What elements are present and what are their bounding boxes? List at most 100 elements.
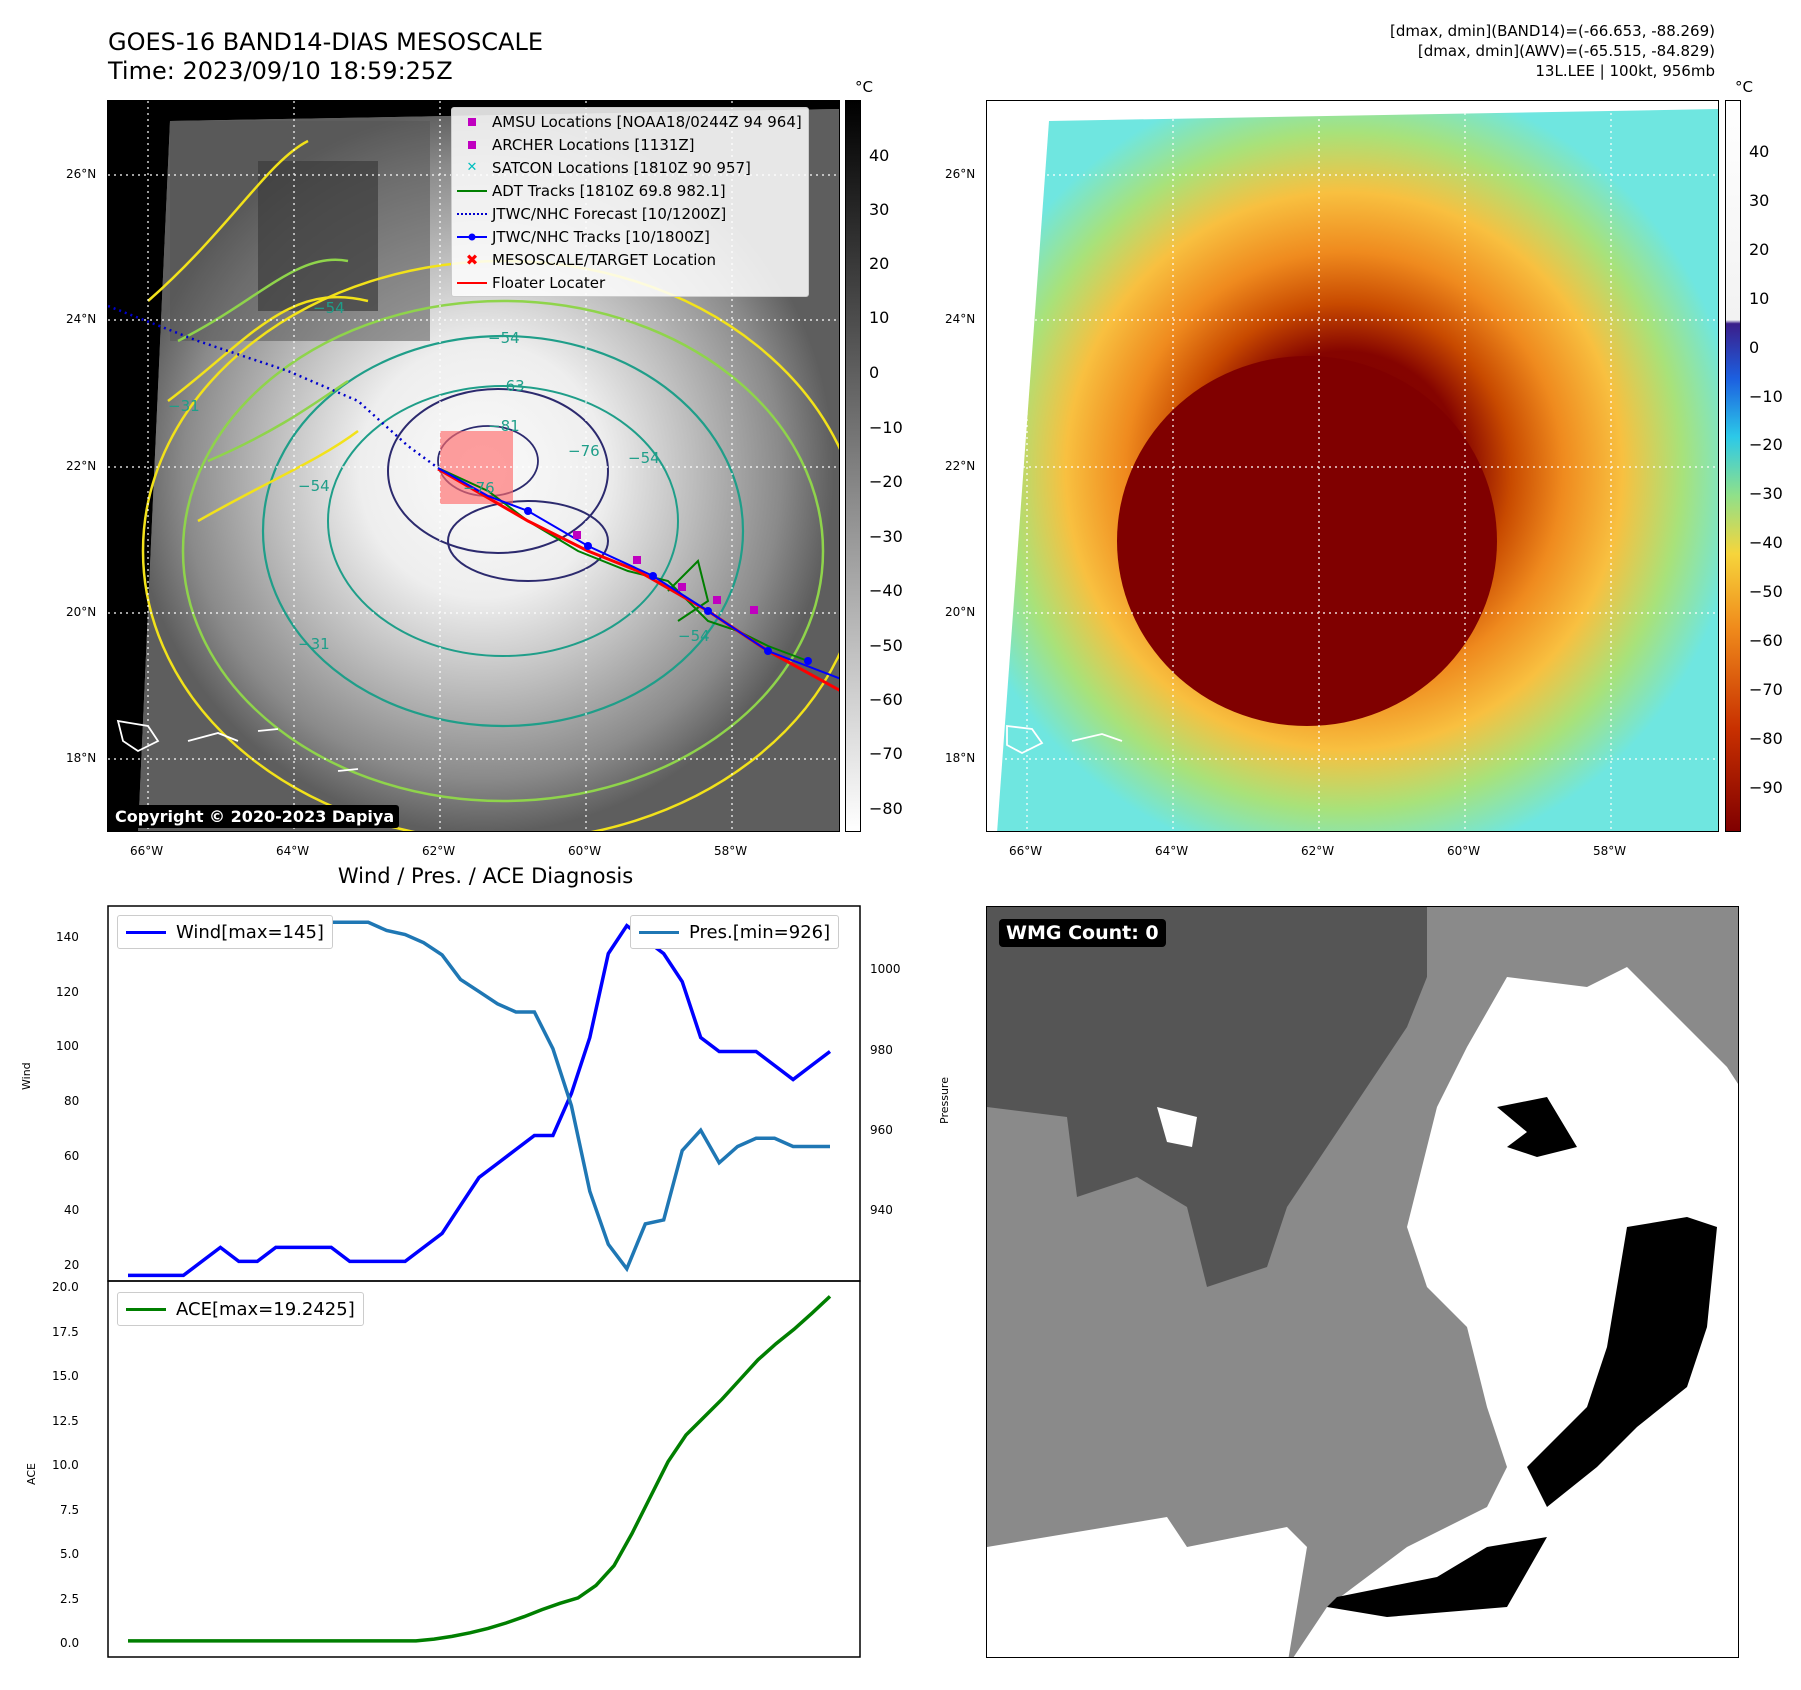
contour-label: −31 — [298, 635, 330, 653]
colorbar-tick: −50 — [869, 636, 903, 655]
ace-tick: 0.0 — [60, 1636, 80, 1650]
diagnosis-chart — [107, 905, 861, 1658]
contour-label: −54 — [488, 329, 520, 347]
lon-tick: 58°W — [1593, 844, 1627, 858]
lat-tick: 22°N — [66, 459, 97, 473]
colorbar-tick: −10 — [869, 418, 903, 437]
colorbar-tick: −50 — [1749, 582, 1783, 601]
blue-dotted-line-icon — [452, 212, 492, 215]
colorbar-tick: −30 — [1749, 484, 1783, 503]
chart-title-line1: GOES-16 BAND14-DIAS MESOSCALE — [108, 28, 544, 56]
pressure-tick: 940 — [870, 1203, 893, 1217]
ace-tick: 20.0 — [52, 1280, 79, 1294]
colorbar-tick: 10 — [869, 308, 890, 327]
colorbar-tick: −70 — [1749, 680, 1783, 699]
wmg-map — [987, 907, 1738, 1657]
chart-title-line2: Time: 2023/09/10 18:59:25Z — [108, 57, 453, 85]
lon-tick: 60°W — [1447, 844, 1481, 858]
wind-series-line — [128, 923, 832, 1278]
green-line-icon — [126, 1307, 166, 1311]
lat-tick: 26°N — [66, 167, 97, 181]
colorbar-unit: °C — [1735, 78, 1753, 96]
contour-label: −63 — [493, 377, 525, 395]
lat-tick: 18°N — [945, 751, 976, 765]
ace-tick: 7.5 — [60, 1503, 80, 1517]
contour-label: −81 — [488, 417, 520, 435]
wind-legend: Wind[max=145] — [117, 915, 333, 949]
colorbar-tick: −20 — [869, 472, 903, 491]
lon-tick: 62°W — [422, 844, 456, 858]
lat-tick: 20°N — [945, 605, 976, 619]
blue-line-icon — [126, 930, 166, 934]
awv-map-panel — [986, 100, 1719, 832]
wind-tick: 20 — [64, 1258, 80, 1272]
legend-item: Floater Locater — [452, 271, 802, 294]
lat-tick: 26°N — [945, 167, 976, 181]
colorbar-tick: −10 — [1749, 387, 1783, 406]
green-line-icon — [452, 189, 492, 192]
lat-tick: 22°N — [945, 459, 976, 473]
storm-info-text: 13L.LEE | 100kt, 956mb — [1535, 62, 1715, 80]
legend-item: JTWC/NHC Forecast [10/1200Z] — [452, 202, 802, 225]
lat-tick: 18°N — [66, 751, 97, 765]
colorbar-tick: −30 — [869, 527, 903, 546]
ace-series-line — [128, 1295, 832, 1643]
legend-item: JTWC/NHC Tracks [10/1800Z] — [452, 225, 802, 248]
ace-tick: 5.0 — [60, 1547, 80, 1561]
wind-tick: 140 — [56, 930, 79, 944]
ace-tick: 2.5 — [60, 1592, 80, 1606]
wind-tick: 40 — [64, 1203, 80, 1217]
lat-tick: 24°N — [66, 312, 97, 326]
contour-label: −76 — [568, 442, 600, 460]
copyright-label: Copyright © 2020-2023 Dapiya — [110, 805, 400, 828]
colorbar-tick: 20 — [1749, 240, 1770, 259]
wind-tick: 60 — [64, 1149, 80, 1163]
pressure-series-line — [128, 916, 830, 1273]
magenta-square-icon — [452, 140, 492, 149]
colorbar-tick: −40 — [869, 581, 903, 600]
colorbar-tick: −70 — [869, 744, 903, 763]
colorbar-tick: −60 — [1749, 631, 1783, 650]
colorbar-tick: −40 — [1749, 533, 1783, 552]
ace-tick: 15.0 — [52, 1369, 79, 1383]
wmg-panel: WMG Count: 0 — [986, 906, 1739, 1658]
colorbar-tick: −80 — [1749, 729, 1783, 748]
lon-tick: 58°W — [714, 844, 748, 858]
contour-label: −31 — [168, 397, 200, 415]
lon-tick: 66°W — [1009, 844, 1043, 858]
lat-tick: 24°N — [945, 312, 976, 326]
legend-item: ✕ SATCON Locations [1810Z 90 957] — [452, 156, 802, 179]
legend-item: ARCHER Locations [1131Z] — [452, 133, 802, 156]
legend-item: AMSU Locations [NOAA18/0244Z 94 964] — [452, 110, 802, 133]
pressure-axis-label: Pressure — [938, 1077, 951, 1124]
lat-tick: 20°N — [66, 605, 97, 619]
dmax-awv-text: [dmax, dmin](AWV)=(-65.515, -84.829) — [1417, 42, 1715, 60]
colorbar-tick: −20 — [1749, 435, 1783, 454]
lon-tick: 64°W — [276, 844, 310, 858]
wind-tick: 100 — [56, 1039, 79, 1053]
colorbar-tick: 40 — [869, 146, 890, 165]
wind-tick: 120 — [56, 985, 79, 999]
ace-axes — [107, 1280, 861, 1658]
lon-tick: 64°W — [1155, 844, 1189, 858]
wind-pressure-axes — [107, 905, 861, 1282]
contour-label: −76 — [463, 479, 495, 497]
wind-axis-label: Wind — [20, 1062, 33, 1090]
colorbar-tick: 10 — [1749, 289, 1770, 308]
lon-tick: 62°W — [1301, 844, 1335, 858]
colorbar-tick: 30 — [1749, 191, 1770, 210]
awv-colorbar — [1725, 100, 1741, 832]
ace-tick: 12.5 — [52, 1414, 79, 1428]
wmg-count-badge: WMG Count: 0 — [999, 919, 1166, 947]
pressure-legend: Pres.[min=926] — [630, 915, 840, 949]
ir-map-panel: −54 −54 −54 −31 −31 −76 −76 −81 −63 −54 … — [107, 100, 840, 832]
colorbar-tick: 20 — [869, 254, 890, 273]
colorbar-tick: −80 — [869, 799, 903, 818]
cyan-x-icon: ✕ — [466, 160, 478, 175]
blue-line-dot-icon — [452, 232, 492, 242]
colorbar-tick: 0 — [1749, 338, 1760, 357]
colorbar-tick: 40 — [1749, 142, 1770, 161]
awv-map — [987, 101, 1718, 831]
red-x-icon: ✖ — [465, 250, 479, 269]
ace-legend: ACE[max=19.2425] — [117, 1292, 364, 1326]
